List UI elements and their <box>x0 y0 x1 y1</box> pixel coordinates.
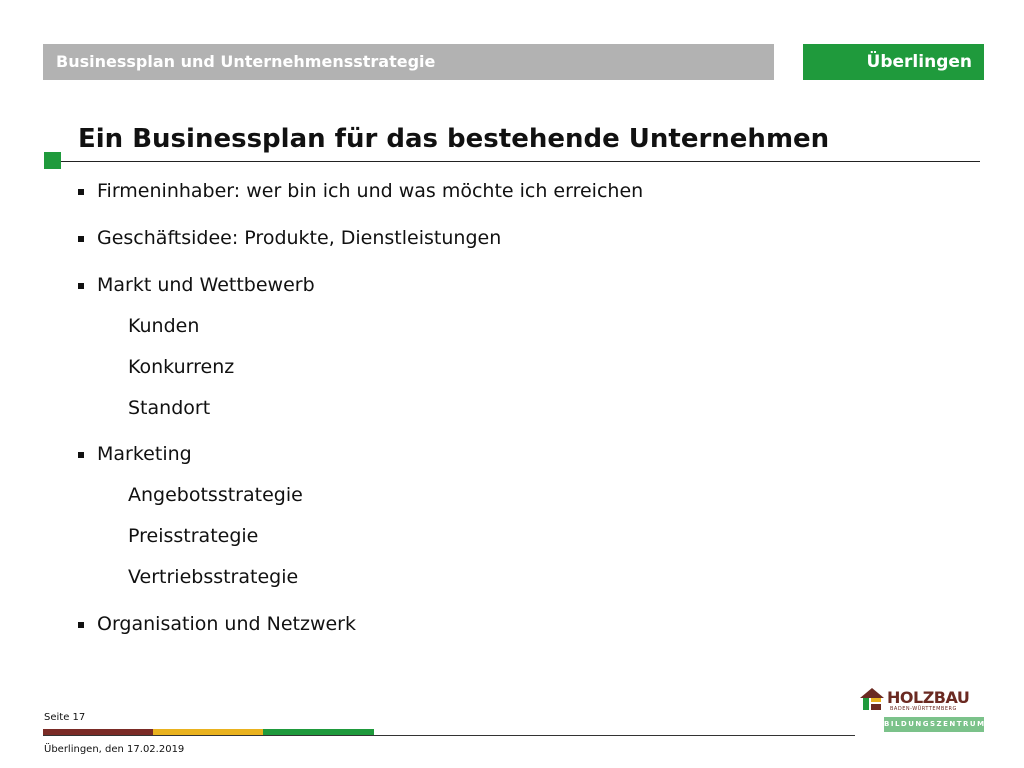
page-number: Seite 17 <box>44 712 86 723</box>
holzbau-logo: HOLZBAU BADEN-WÜRTTEMBERG BILDUNGSZENTRU… <box>857 684 985 734</box>
title-marker <box>44 152 61 169</box>
logo-tag: BILDUNGSZENTRUM <box>884 720 986 728</box>
sub-item: Kunden <box>128 315 200 337</box>
sub-item: Vertriebsstrategie <box>128 566 299 588</box>
footer-date: Überlingen, den 17.02.2019 <box>44 744 185 755</box>
bullet-item: Geschäftsidee: Produkte, Dienstleistunge… <box>77 227 502 249</box>
sub-item: Standort <box>128 397 211 419</box>
logo-name: HOLZBAU <box>887 688 970 707</box>
sub-item: Konkurrenz <box>128 356 235 378</box>
location-badge: Überlingen <box>803 44 984 80</box>
bullet-item: Marketing <box>78 443 192 465</box>
footer-stripe-yellow <box>153 729 263 735</box>
bullet-item: Markt und Wettbewerb <box>78 274 315 296</box>
house-logo-icon <box>860 688 884 710</box>
logo-subtitle: BADEN-WÜRTTEMBERG <box>890 706 957 712</box>
bullet-item: Firmeninhaber: wer bin ich und was möcht… <box>77 180 644 202</box>
title-divider <box>61 161 980 162</box>
footer-stripe-green <box>263 729 374 735</box>
bullet-item: Organisation und Netzwerk <box>78 613 356 635</box>
footer-stripe-red <box>43 729 153 735</box>
header-title: Businessplan und Unternehmensstrategie <box>56 52 436 71</box>
sub-item: Angebotsstrategie <box>128 484 303 506</box>
slide-title: Ein Businessplan für das bestehende Unte… <box>78 124 830 154</box>
location-label: Überlingen <box>866 52 972 72</box>
header-bar: Businessplan und Unternehmensstrategie <box>43 44 774 80</box>
footer-divider <box>43 735 855 736</box>
sub-item: Preisstrategie <box>128 525 259 547</box>
logo-tag-bar: BILDUNGSZENTRUM <box>884 717 984 732</box>
